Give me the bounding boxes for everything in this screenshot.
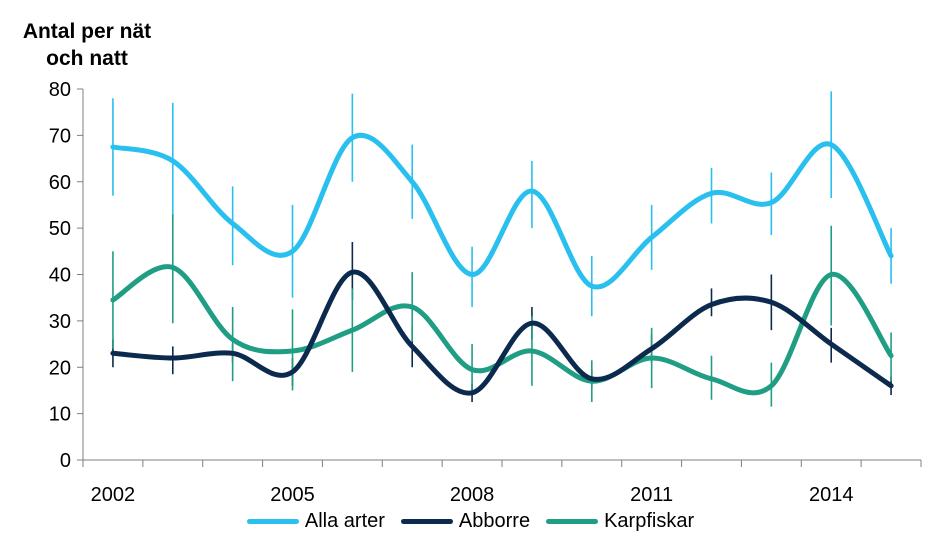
line-chart: 0 10 20 30 40 50 60 70 80 2002 2005 2008 2011 2014 bbox=[49, 79, 922, 506]
x-tick-label: 2011 bbox=[630, 484, 673, 506]
legend-label-karpfiskar: Karpfiskar bbox=[604, 510, 695, 532]
legend-label-alla-arter: Alla arter bbox=[304, 510, 385, 532]
legend-item-alla-arter: Alla arter bbox=[246, 510, 385, 533]
y-tick-label: 10 bbox=[49, 404, 71, 426]
legend: Alla arter Abborre Karpfiskar bbox=[0, 510, 941, 533]
y-tick-label: 40 bbox=[49, 265, 71, 287]
y-tick-label: 30 bbox=[49, 311, 71, 333]
x-tick-label: 2014 bbox=[809, 484, 854, 506]
series-line-abborre bbox=[110, 269, 894, 396]
x-tick-label: 2005 bbox=[270, 484, 315, 506]
y-tick-label: 60 bbox=[49, 172, 71, 194]
series-line-karpfiskar bbox=[110, 264, 894, 396]
y-axis-title-line-2: och natt bbox=[46, 47, 128, 70]
y-tick-label: 0 bbox=[60, 450, 71, 472]
legend-item-karpfiskar: Karpfiskar bbox=[546, 510, 694, 533]
series-line-alla-arter bbox=[110, 132, 894, 290]
legend-swatch-abborre bbox=[400, 519, 453, 524]
x-tick-label: 2002 bbox=[91, 484, 136, 506]
y-axis-title: Antal per nät och natt bbox=[12, 18, 162, 72]
legend-item-abborre: Abborre bbox=[400, 510, 531, 533]
x-tick-label: 2008 bbox=[450, 484, 495, 506]
y-tick-label: 80 bbox=[49, 79, 71, 101]
y-axis-title-line-1: Antal per nät bbox=[22, 20, 152, 43]
y-tick-label: 50 bbox=[49, 218, 71, 240]
y-tick-label: 70 bbox=[49, 125, 71, 147]
legend-label-abborre: Abborre bbox=[458, 510, 531, 532]
legend-swatch-karpfiskar bbox=[546, 519, 599, 524]
y-tick-label: 20 bbox=[49, 357, 71, 379]
legend-swatch-alla-arter bbox=[246, 519, 299, 524]
